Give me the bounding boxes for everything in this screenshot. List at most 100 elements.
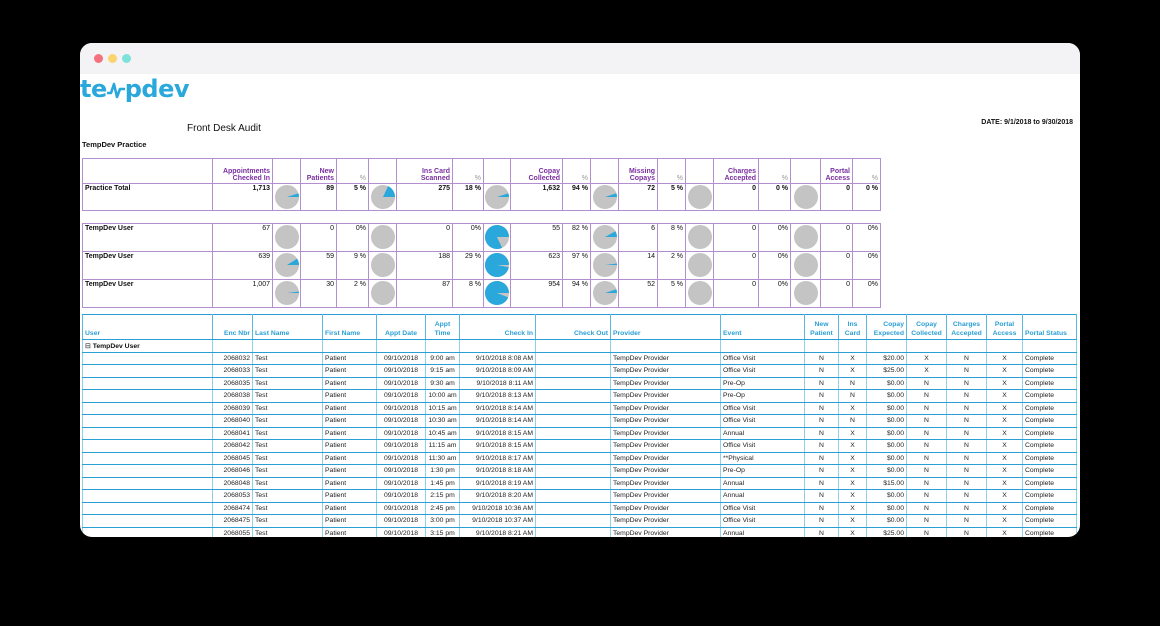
cell-check-out: [535, 377, 611, 390]
table-row[interactable]: 2068046 Test Patient 09/10/2018 1:30 pm 9/10/…: [82, 464, 1077, 478]
table-row[interactable]: 2068039 Test Patient 09/10/2018 10:15 am 9/10…: [82, 402, 1077, 415]
cell-enc-nbr: 2068053: [212, 489, 253, 503]
missing-copays-value: 52: [618, 279, 658, 308]
cell-provider: TempDev Provider: [610, 427, 721, 440]
cell-event: Annual: [720, 527, 805, 537]
table-row[interactable]: 2068475 Test Patient 09/10/2018 3:00 pm 9/10/…: [82, 514, 1077, 528]
pie-chart-icon: [274, 225, 299, 249]
cell-check-out: [535, 439, 611, 453]
table-row[interactable]: 2068033 Test Patient 09/10/2018 9:15 am 9/10/…: [82, 364, 1077, 378]
cell-event: Office Visit: [720, 514, 805, 528]
column-header-last-name[interactable]: Last Name: [252, 314, 323, 340]
cell-copay-collected: N: [906, 389, 947, 403]
cell-new-patient: N: [804, 489, 839, 503]
column-header-check-in[interactable]: Check In: [459, 314, 536, 340]
cell-provider: TempDev Provider: [610, 514, 721, 528]
cell-copay-collected: N: [906, 402, 947, 415]
table-row[interactable]: 2068048 Test Patient 09/10/2018 1:45 pm 9/10/…: [82, 477, 1077, 490]
column-header-event[interactable]: Event: [720, 314, 805, 340]
row-label: TempDev User: [82, 251, 213, 280]
cell-copay-expected: $0.00: [866, 502, 907, 515]
cell-check-in: 9/10/2018 8:14 AM: [459, 414, 536, 428]
column-header-new-patient[interactable]: New Patient: [804, 314, 839, 340]
cell-check-out: [535, 402, 611, 415]
cell-copay-expected: $25.00: [866, 364, 907, 378]
new-patients-value: 0: [300, 223, 337, 252]
cell-user: [82, 427, 213, 440]
cell-enc-nbr: 2068040: [212, 414, 253, 428]
cell-check-in: 9/10/2018 8:18 AM: [459, 464, 536, 478]
pct-header: %: [336, 158, 369, 184]
table-row[interactable]: 2068040 Test Patient 09/10/2018 10:30 am 9/10…: [82, 414, 1077, 428]
cell-event: Office Visit: [720, 502, 805, 515]
cell-copay-expected: $15.00: [866, 477, 907, 490]
column-header-copay-collected[interactable]: Copay Collected: [906, 314, 947, 340]
cell-charges-accepted: N: [946, 352, 987, 365]
column-header-ins-card[interactable]: Ins Card: [838, 314, 867, 340]
copay-collected-header: Copay Collected: [510, 158, 563, 184]
new-patients-pct: 9 %: [336, 251, 369, 280]
cell-appt-date: 09/10/2018: [376, 502, 426, 515]
table-row[interactable]: 2068474 Test Patient 09/10/2018 2:45 pm 9/10/…: [82, 502, 1077, 515]
ins-card-header: Ins Card Scanned: [396, 158, 453, 184]
cell-appt-date: 09/10/2018: [376, 389, 426, 403]
cell-new-patient: N: [804, 514, 839, 528]
cell-provider: TempDev Provider: [610, 352, 721, 365]
new-patients-value: 59: [300, 251, 337, 280]
cell-portal-access: X: [986, 364, 1023, 378]
cell-user: [82, 489, 213, 503]
cell-user: [82, 377, 213, 390]
cell-ins-card: X: [838, 439, 867, 453]
cell-copay-collected: X: [906, 352, 947, 365]
missing-copays-pct: 5 %: [657, 279, 686, 308]
table-row[interactable]: 2068035 Test Patient 09/10/2018 9:30 am 9/10/…: [82, 377, 1077, 390]
cell-portal-status: Complete: [1022, 502, 1077, 515]
cell-check-out: [535, 477, 611, 490]
copay-collected-pct: 94 %: [562, 183, 591, 211]
table-row[interactable]: 2068053 Test Patient 09/10/2018 2:15 pm 9/10/…: [82, 489, 1077, 503]
column-header-enc-nbr[interactable]: Enc Nbr: [212, 314, 253, 340]
cell-copay-collected: N: [906, 452, 947, 465]
table-row[interactable]: 2068042 Test Patient 09/10/2018 11:15 am 9/10…: [82, 439, 1077, 453]
cell-new-patient: N: [804, 427, 839, 440]
table-row[interactable]: 2068041 Test Patient 09/10/2018 10:45 am 9/10…: [82, 427, 1077, 440]
pie-chart-icon: [687, 253, 712, 277]
column-header-copay-expected[interactable]: Copay Expected: [866, 314, 907, 340]
cell-check-in: 9/10/2018 8:13 AM: [459, 389, 536, 403]
pie-chart-icon: [687, 185, 712, 209]
cell-first-name: Patient: [322, 502, 377, 515]
cell-user: [82, 352, 213, 365]
column-header-first-name[interactable]: First Name: [322, 314, 377, 340]
table-row[interactable]: 2068045 Test Patient 09/10/2018 11:30 am 9/10…: [82, 452, 1077, 465]
table-row[interactable]: 2068055 Test Patient 09/10/2018 3:15 pm 9/10/…: [82, 527, 1077, 537]
cell-appt-time: 9:00 am: [425, 352, 460, 365]
column-header-check-out[interactable]: Check Out: [535, 314, 611, 340]
user-summary-table: TempDev User 67 0 0% 0 0% 55 82 % 6 8 % 0 0% 0 0% Temp…: [82, 223, 881, 308]
cell-new-patient: N: [804, 439, 839, 453]
column-header-charges-accepted[interactable]: Charges Accepted: [946, 314, 987, 340]
column-header-provider[interactable]: Provider: [610, 314, 721, 340]
cell-portal-access: X: [986, 389, 1023, 403]
column-header-appt-time[interactable]: Appt Time: [425, 314, 460, 340]
cell-charges-accepted: N: [946, 514, 987, 528]
close-window-button[interactable]: [94, 54, 103, 63]
table-row[interactable]: 2068032 Test Patient 09/10/2018 9:00 am 9/10/…: [82, 352, 1077, 365]
column-header-appt-date[interactable]: Appt Date: [376, 314, 426, 340]
cell-copay-collected: X: [906, 364, 947, 378]
column-header-portal-access[interactable]: Portal Access: [986, 314, 1023, 340]
collapse-group-icon[interactable]: ⊟: [85, 342, 91, 350]
group-row-user[interactable]: ⊟ TempDev User: [82, 339, 1077, 353]
cell-copay-collected: N: [906, 427, 947, 440]
maximize-window-button[interactable]: [122, 54, 131, 63]
appointments-pie: [272, 251, 301, 280]
cell-copay-collected: N: [906, 514, 947, 528]
cell-first-name: Patient: [322, 477, 377, 490]
cell-appt-time: 3:15 pm: [425, 527, 460, 537]
minimize-window-button[interactable]: [108, 54, 117, 63]
column-header-user[interactable]: User: [82, 314, 213, 340]
column-header-portal-status[interactable]: Portal Status: [1022, 314, 1077, 340]
cell-appt-date: 09/10/2018: [376, 514, 426, 528]
cell-check-out: [535, 502, 611, 515]
cell-last-name: Test: [252, 464, 323, 478]
table-row[interactable]: 2068038 Test Patient 09/10/2018 10:00 am 9/10…: [82, 389, 1077, 403]
